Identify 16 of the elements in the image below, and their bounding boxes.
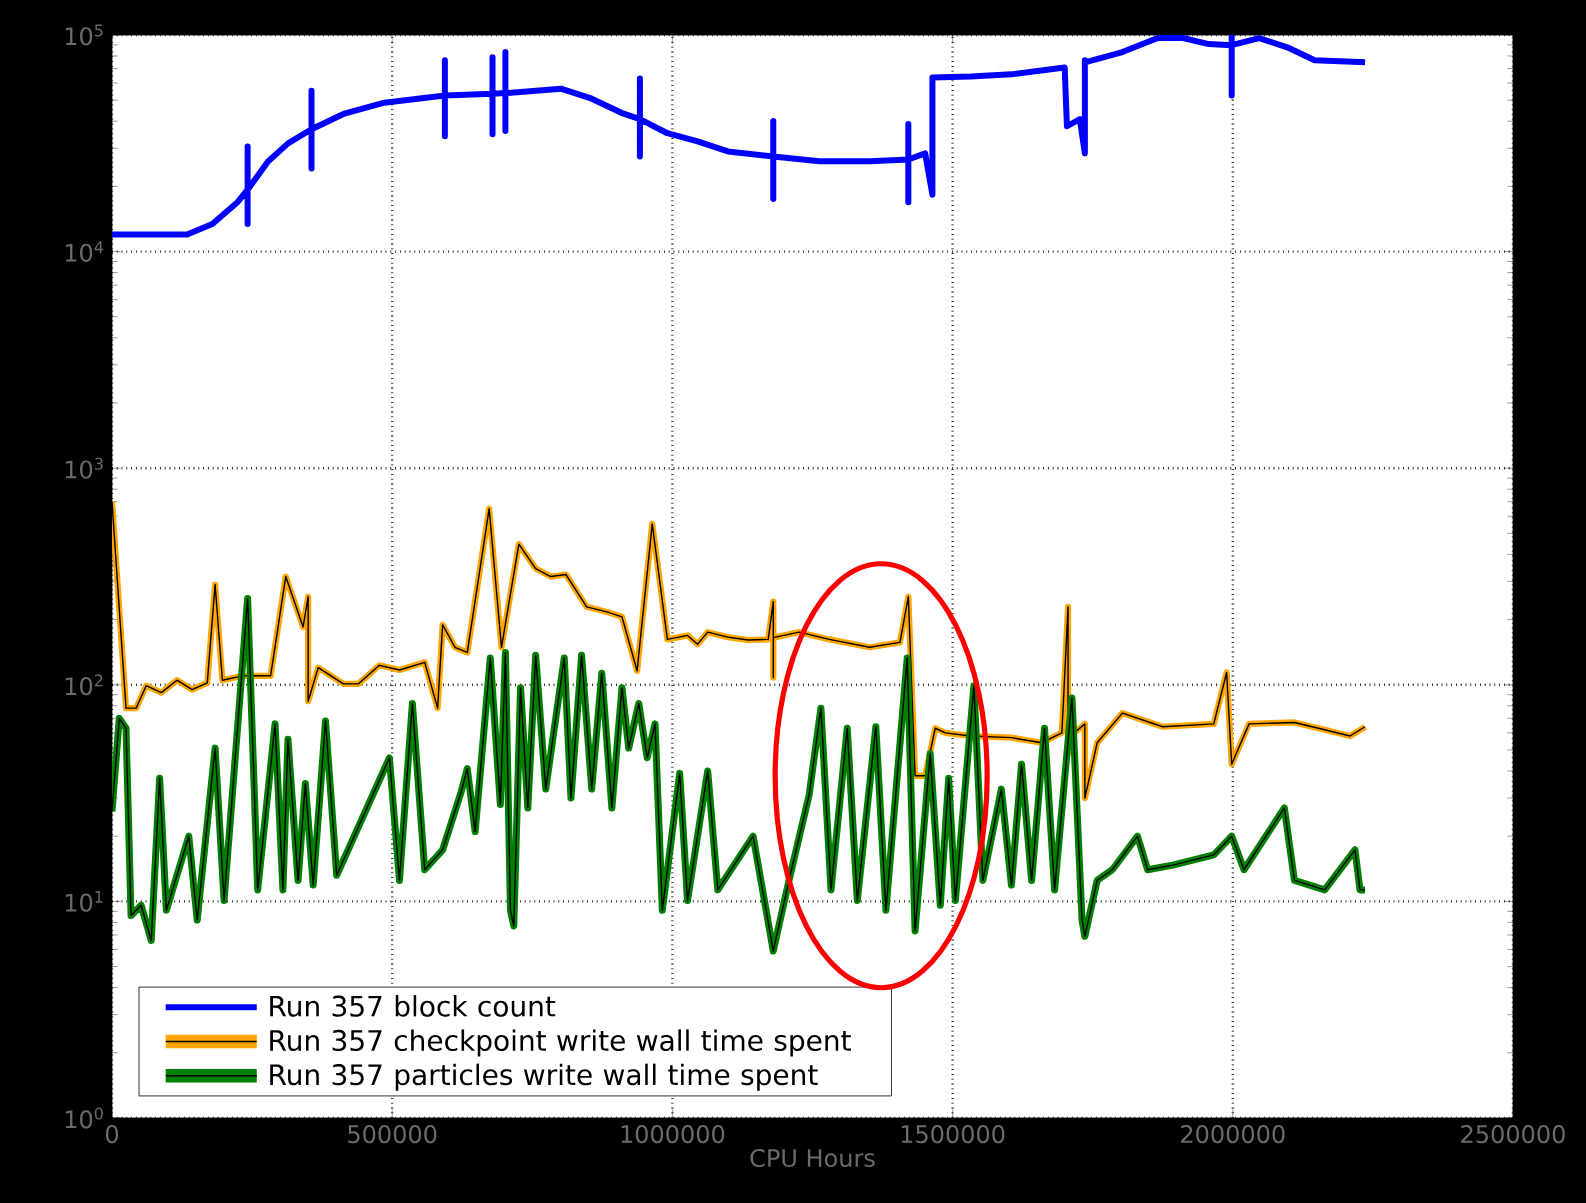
x-tick-label: 1000000 xyxy=(621,1125,725,1144)
legend-label: Run 357 particles write wall time spent xyxy=(270,1063,818,1091)
x-axis-title: CPU Hours xyxy=(750,1148,875,1168)
y-tick-label: 10$^{4}$ xyxy=(65,241,104,262)
x-tick-label: 2000000 xyxy=(1181,1125,1285,1144)
x-tick-label: 1500000 xyxy=(901,1125,1005,1144)
y-tick-label: 10$^{0}$ xyxy=(65,1107,103,1129)
x-tick-label: 500000 xyxy=(348,1125,437,1144)
x-tick-label: 2500000 xyxy=(1461,1125,1565,1144)
y-tick-label: 10$^{2}$ xyxy=(65,674,103,696)
legend-label: Run 357 block count xyxy=(270,995,556,1017)
x-tick-label: 0 xyxy=(105,1125,119,1144)
y-tick-label: 10$^{5}$ xyxy=(65,24,103,46)
legend-label: Run 357 checkpoint write wall time spent xyxy=(270,1029,851,1057)
y-tick-label: 10$^{3}$ xyxy=(65,457,103,479)
y-tick-label: 10$^{1}$ xyxy=(65,891,103,912)
